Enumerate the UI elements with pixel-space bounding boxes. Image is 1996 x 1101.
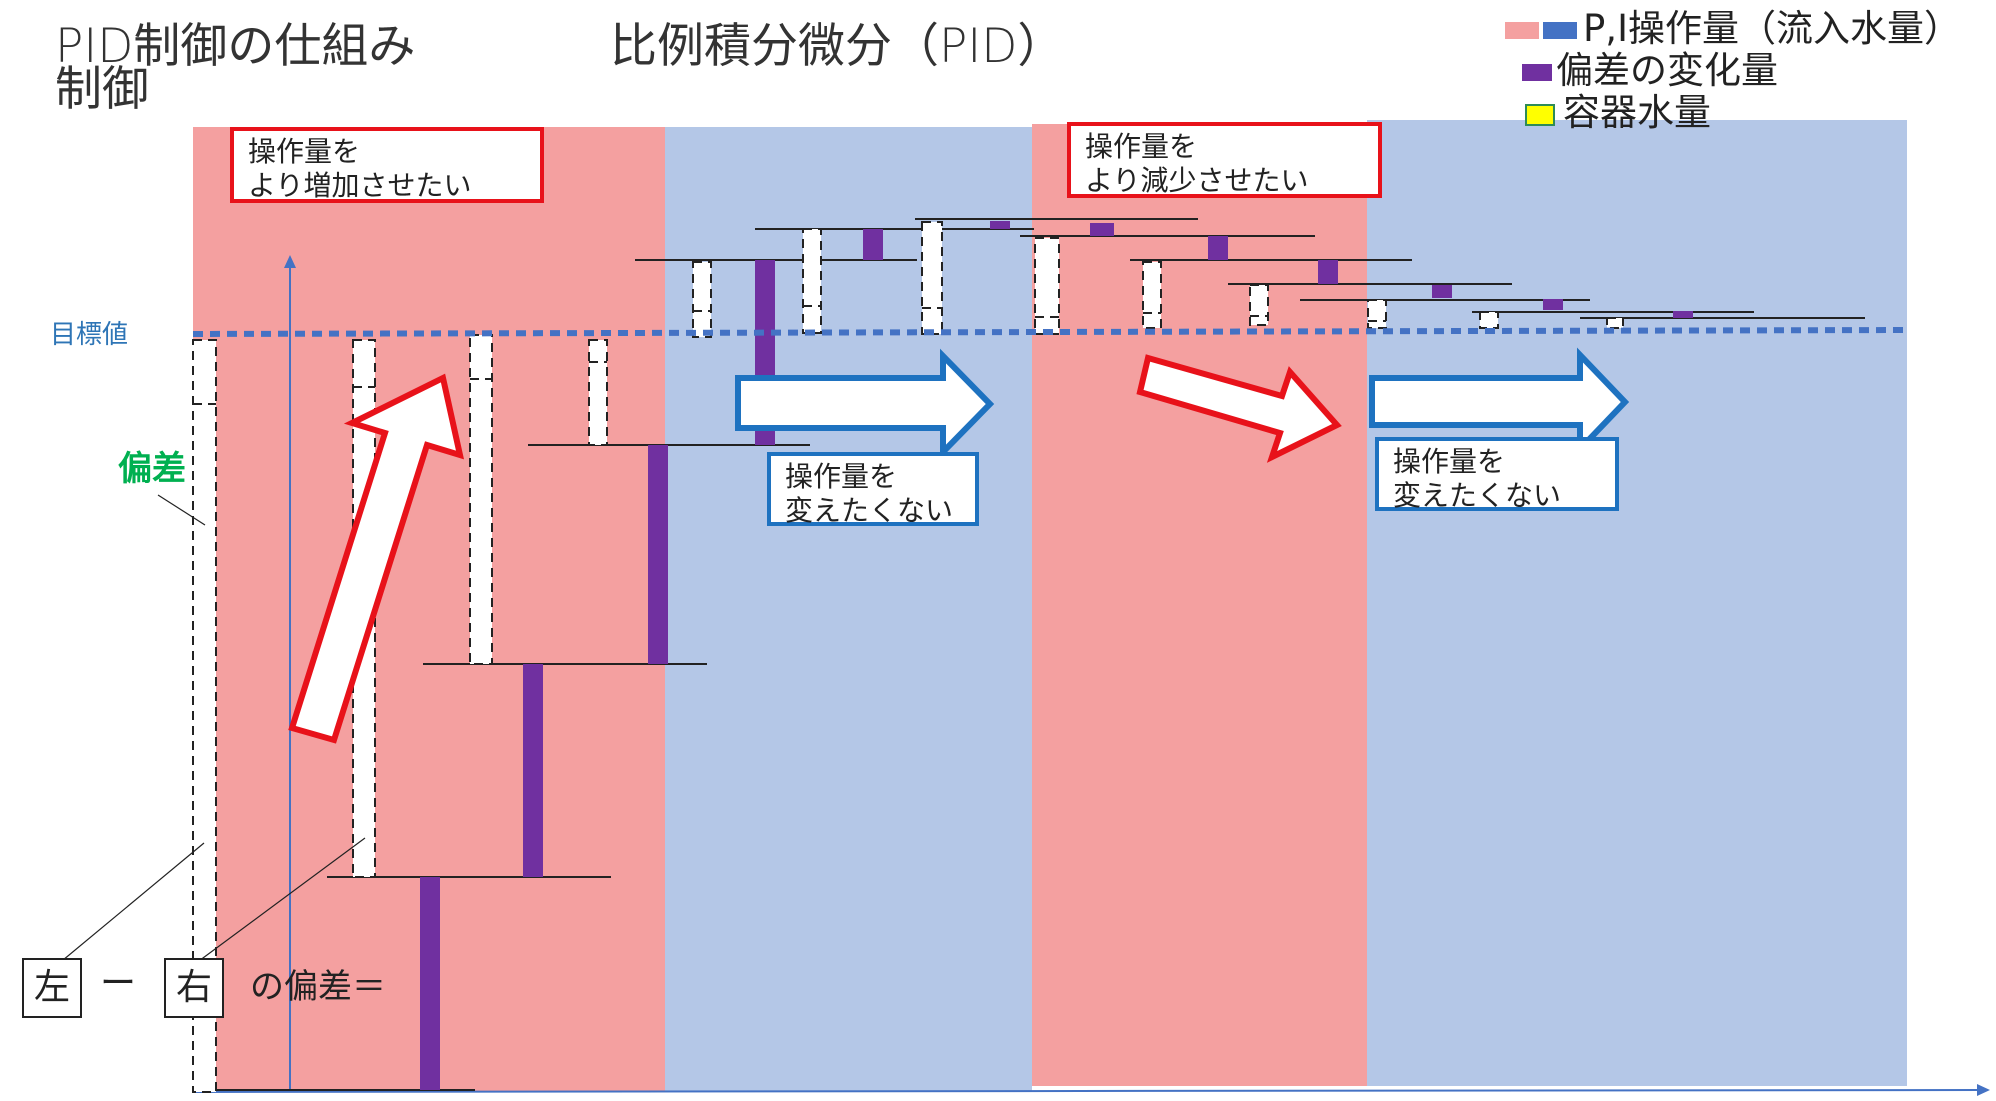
pointer-lines [44, 494, 366, 976]
callout-keep-1-line-2: 変えたくない [785, 493, 954, 527]
zone-keep-2 [1367, 120, 1907, 1086]
x-axis [192, 1089, 1981, 1093]
page-subtitle: 比例積分微分（PID） [610, 19, 1065, 74]
page-title-line-2: 制御 [55, 62, 149, 117]
callout-increase-line-2: より増加させたい [248, 168, 472, 202]
legend-swatch-purple [1522, 64, 1552, 81]
callout-keep-2-line-2: 変えたくない [1393, 478, 1562, 512]
legend-label-change: 偏差の変化量 [1556, 49, 1778, 92]
keep-arrow-1 [735, 348, 995, 460]
keep-arrow-2 [1369, 347, 1630, 457]
zone-decrease [1032, 124, 1367, 1086]
formula-right-box: 右 [164, 958, 224, 1018]
legend-swatch-red [1505, 22, 1539, 39]
deviation-label: 偏差 [118, 449, 186, 489]
callout-keep-1-line-1: 操作量を [785, 460, 898, 493]
legend-label-water: 容器水量 [1563, 91, 1711, 134]
legend-swatch-blue [1543, 22, 1577, 39]
callout-increase-line-1: 操作量を [248, 135, 361, 168]
callout-keep-2-line-1: 操作量を [1393, 445, 1506, 478]
formula-left-box: 左 [22, 958, 82, 1018]
decrease-arrow [1136, 354, 1342, 463]
legend-swatch-yellow [1525, 103, 1555, 126]
callout-decrease-line-1: 操作量を [1085, 130, 1198, 163]
zone-keep-1 [665, 127, 1032, 1092]
legend-item-change: 偏差の変化量 [1522, 49, 1778, 92]
callout-keep-1: 操作量を 変えたくない [767, 452, 979, 527]
legend-item-water: 容器水量 [1525, 91, 1711, 134]
deviation-change-bars [420, 221, 1693, 1090]
y-axis-arrowhead [284, 255, 296, 268]
formula-minus: ー [100, 963, 137, 1004]
formula-suffix: の偏差＝ [250, 967, 386, 1007]
page-title: PID制御の仕組み [55, 19, 416, 74]
legend-item-pi: P,I操作量（流入水量） [1505, 7, 1961, 50]
target-line [192, 327, 1906, 337]
callout-increase: 操作量を より増加させたい [230, 127, 544, 203]
callout-decrease: 操作量を より減少させたい [1067, 122, 1382, 198]
target-label: 目標値 [50, 320, 129, 350]
increase-arrow [288, 373, 465, 744]
x-axis-arrowhead [1977, 1084, 1990, 1096]
water-level-bars [192, 221, 1624, 1093]
callout-decrease-line-2: より減少させたい [1085, 163, 1309, 197]
callout-keep-2: 操作量を 変えたくない [1375, 437, 1619, 512]
legend-label-pi: P,I操作量（流入水量） [1583, 7, 1961, 50]
